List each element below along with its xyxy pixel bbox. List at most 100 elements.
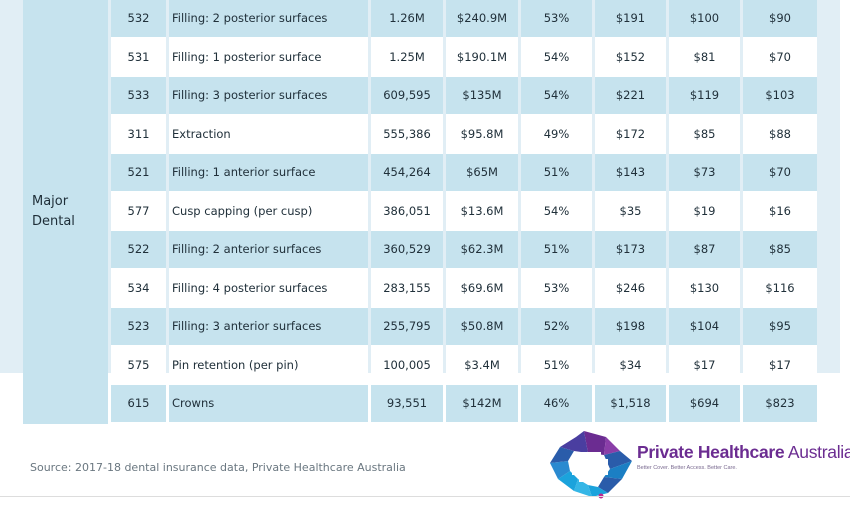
cell-paid: $104 <box>669 308 740 347</box>
table-row: 521 Filling: 1 anterior surface 454,264 $65… <box>23 154 817 193</box>
cell-pct: 49% <box>521 115 592 154</box>
cell-gap: $88 <box>743 115 817 154</box>
cell-service: Filling: 3 anterior surfaces <box>169 308 368 347</box>
cell-gap: $16 <box>743 192 817 231</box>
cell-fee: $143 <box>595 154 666 193</box>
cell-code: 521 <box>111 154 166 193</box>
cell-claims: 1.25M <box>371 38 443 77</box>
dental-table: Major Dental 532 Filling: 2 posterior surf… <box>23 0 823 424</box>
cell-benefits: $95.8M <box>446 115 518 154</box>
cell-paid: $81 <box>669 38 740 77</box>
cell-fee: $34 <box>595 346 666 385</box>
cell-paid: $73 <box>669 154 740 193</box>
cell-code: 577 <box>111 192 166 231</box>
cell-paid: $130 <box>669 269 740 308</box>
cell-gap: $95 <box>743 308 817 347</box>
cell-code: 533 <box>111 77 166 116</box>
table-body: Major Dental 532 Filling: 2 posterior surf… <box>23 0 817 424</box>
cell-benefits: $50.8M <box>446 308 518 347</box>
cell-fee: $172 <box>595 115 666 154</box>
cell-code: 522 <box>111 231 166 270</box>
group-label: Major Dental <box>23 0 108 424</box>
table-row: 615 Crowns 93,551 $142M 46% $1,518 $694 $823 <box>23 385 817 424</box>
cell-service: Filling: 1 anterior surface <box>169 154 368 193</box>
cell-claims: 93,551 <box>371 385 443 424</box>
cell-pct: 51% <box>521 231 592 270</box>
cell-claims: 100,005 <box>371 346 443 385</box>
cell-fee: $246 <box>595 269 666 308</box>
cell-service: Extraction <box>169 115 368 154</box>
cell-pct: 53% <box>521 269 592 308</box>
cell-pct: 54% <box>521 192 592 231</box>
cell-pct: 54% <box>521 77 592 116</box>
cell-service: Filling: 4 posterior surfaces <box>169 269 368 308</box>
cell-benefits: $190.1M <box>446 38 518 77</box>
cell-code: 534 <box>111 269 166 308</box>
cell-fee: $221 <box>595 77 666 116</box>
cell-claims: 360,529 <box>371 231 443 270</box>
cell-service: Filling: 3 posterior surfaces <box>169 77 368 116</box>
cell-fee: $1,518 <box>595 385 666 424</box>
table-row: 533 Filling: 3 posterior surfaces 609,595 $… <box>23 77 817 116</box>
cell-pct: 52% <box>521 308 592 347</box>
cell-fee: $191 <box>595 0 666 39</box>
cell-service: Pin retention (per pin) <box>169 346 368 385</box>
cell-claims: 454,264 <box>371 154 443 193</box>
cell-gap: $823 <box>743 385 817 424</box>
cell-code: 615 <box>111 385 166 424</box>
cell-pct: 51% <box>521 154 592 193</box>
cell-service: Filling: 2 anterior surfaces <box>169 231 368 270</box>
cell-service: Filling: 2 posterior surfaces <box>169 0 368 39</box>
cell-benefits: $62.3M <box>446 231 518 270</box>
cell-pct: 54% <box>521 38 592 77</box>
table-row: 531 Filling: 1 posterior surface 1.25M $190… <box>23 38 817 77</box>
cell-benefits: $3.4M <box>446 346 518 385</box>
cell-gap: $116 <box>743 269 817 308</box>
divider <box>0 496 850 497</box>
cell-fee: $173 <box>595 231 666 270</box>
cell-paid: $85 <box>669 115 740 154</box>
table-row: 522 Filling: 2 anterior surfaces 360,529 $6… <box>23 231 817 270</box>
cell-gap: $17 <box>743 346 817 385</box>
cell-benefits: $142M <box>446 385 518 424</box>
cell-service: Crowns <box>169 385 368 424</box>
source-note: Source: 2017-18 dental insurance data, P… <box>30 461 406 474</box>
cell-gap: $85 <box>743 231 817 270</box>
cell-paid: $87 <box>669 231 740 270</box>
table-row: 311 Extraction 555,386 $95.8M 49% $172 $85 $88 <box>23 115 817 154</box>
cell-paid: $119 <box>669 77 740 116</box>
table-row: 523 Filling: 3 anterior surfaces 255,795 $5… <box>23 308 817 347</box>
cell-code: 532 <box>111 0 166 39</box>
cell-benefits: $240.9M <box>446 0 518 39</box>
cell-claims: 283,155 <box>371 269 443 308</box>
cell-benefits: $135M <box>446 77 518 116</box>
cell-claims: 1.26M <box>371 0 443 39</box>
table-row: Major Dental 532 Filling: 2 posterior surf… <box>23 0 817 424</box>
cell-benefits: $65M <box>446 154 518 193</box>
cell-fee: $152 <box>595 38 666 77</box>
table-row: 577 Cusp capping (per cusp) 386,051 $13.6M 5… <box>23 192 817 231</box>
cell-pct: 53% <box>521 0 592 39</box>
cell-benefits: $13.6M <box>446 192 518 231</box>
cell-claims: 609,595 <box>371 77 443 116</box>
cell-service: Cusp capping (per cusp) <box>169 192 368 231</box>
cell-claims: 255,795 <box>371 308 443 347</box>
cell-code: 575 <box>111 346 166 385</box>
cell-code: 531 <box>111 38 166 77</box>
cell-paid: $19 <box>669 192 740 231</box>
cell-gap: $70 <box>743 38 817 77</box>
cell-gap: $103 <box>743 77 817 116</box>
cross-logo-icon <box>550 431 632 499</box>
cell-paid: $100 <box>669 0 740 39</box>
table-row: 575 Pin retention (per pin) 100,005 $3.4M 51… <box>23 346 817 385</box>
cell-benefits: $69.6M <box>446 269 518 308</box>
cell-paid: $694 <box>669 385 740 424</box>
cell-claims: 386,051 <box>371 192 443 231</box>
logo-tagline: Better Cover. Better Access. Better Care… <box>637 465 737 471</box>
cell-fee: $35 <box>595 192 666 231</box>
cell-code: 311 <box>111 115 166 154</box>
cell-gap: $90 <box>743 0 817 39</box>
cell-paid: $17 <box>669 346 740 385</box>
private-healthcare-australia-logo: Private Healthcare Australia Better Cove… <box>548 429 850 499</box>
cell-service: Filling: 1 posterior surface <box>169 38 368 77</box>
